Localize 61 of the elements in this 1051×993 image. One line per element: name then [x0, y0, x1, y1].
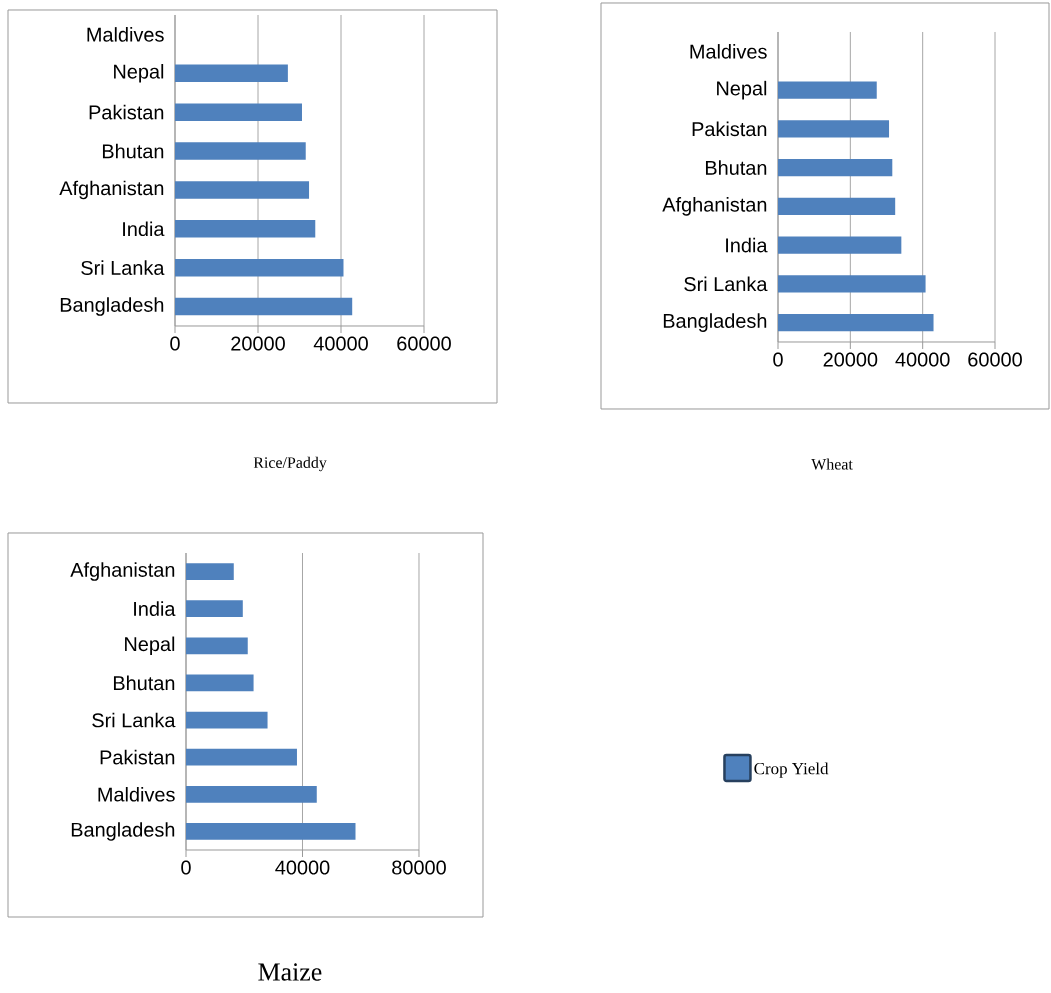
- bar: [186, 674, 254, 692]
- x-tick-label: 20000: [823, 352, 878, 367]
- y-tick-label: Bangladesh: [663, 313, 767, 332]
- y-tick-label: Bhutan: [102, 143, 164, 159]
- bar: [778, 313, 934, 332]
- y-tick-label: India: [123, 221, 165, 237]
- bar: [175, 64, 288, 83]
- bar: [175, 258, 344, 277]
- x-tick-label: 40000: [895, 352, 950, 367]
- x-tick-label: 0: [181, 860, 191, 875]
- x-tick-label: 20000: [231, 336, 285, 351]
- x-tick-label: 40000: [313, 336, 368, 351]
- text: Maize: [258, 963, 322, 981]
- x-tick-label: 60000: [397, 336, 451, 351]
- bar: [186, 823, 356, 840]
- bar: [778, 158, 893, 177]
- bar: [186, 785, 317, 803]
- x-tick-label: 0: [170, 336, 180, 351]
- bar: [778, 275, 926, 293]
- y-tick-label: Afghanistan: [662, 197, 767, 216]
- y-tick-label: Nepal: [717, 80, 767, 100]
- y-tick-label: Nepal: [125, 636, 175, 656]
- x-tick-label: 40000: [275, 860, 330, 875]
- y-tick-label: Nepal: [114, 64, 164, 83]
- x-tick-label: 80000: [392, 860, 446, 875]
- y-tick-label: Maldives: [690, 44, 767, 59]
- bar: [186, 711, 268, 729]
- y-tick-label: Pakistan: [89, 104, 164, 120]
- bar: [175, 142, 306, 160]
- bar: [175, 297, 353, 316]
- bar: [186, 748, 297, 766]
- bar: [175, 181, 310, 199]
- y-tick-label: Sri Lanka: [81, 260, 165, 275]
- y-tick-label: Afghanistan: [70, 562, 175, 581]
- y-tick-label: Sri Lanka: [684, 276, 768, 292]
- x-tick-label: 60000: [968, 352, 1022, 367]
- y-tick-label: Bangladesh: [71, 822, 175, 841]
- bar: [175, 103, 302, 121]
- text: Rice/Paddy: [253, 456, 327, 472]
- y-tick-label: Bhutan: [705, 160, 767, 175]
- legend-label: Crop Yield: [754, 762, 829, 778]
- y-tick-label: Maldives: [87, 27, 164, 42]
- y-tick-label: Bangladesh: [60, 297, 164, 316]
- bar: [186, 637, 248, 655]
- y-tick-label: Sri Lanka: [92, 712, 176, 728]
- bar: [778, 81, 877, 99]
- y-tick-label: Afghanistan: [59, 180, 164, 200]
- bar: [778, 120, 890, 138]
- y-tick-label: India: [726, 237, 768, 253]
- bar: [186, 600, 243, 618]
- bar: [175, 220, 316, 238]
- y-tick-label: Maldives: [98, 787, 175, 802]
- y-tick-label: Pakistan: [692, 121, 767, 137]
- y-tick-label: Bhutan: [113, 675, 175, 691]
- text: Wheat: [811, 458, 853, 470]
- y-tick-label: India: [134, 601, 176, 616]
- x-tick-label: 0: [773, 352, 783, 367]
- y-tick-label: Pakistan: [100, 749, 175, 765]
- bar: [778, 197, 896, 216]
- bar: [186, 563, 234, 580]
- bar: [778, 236, 902, 254]
